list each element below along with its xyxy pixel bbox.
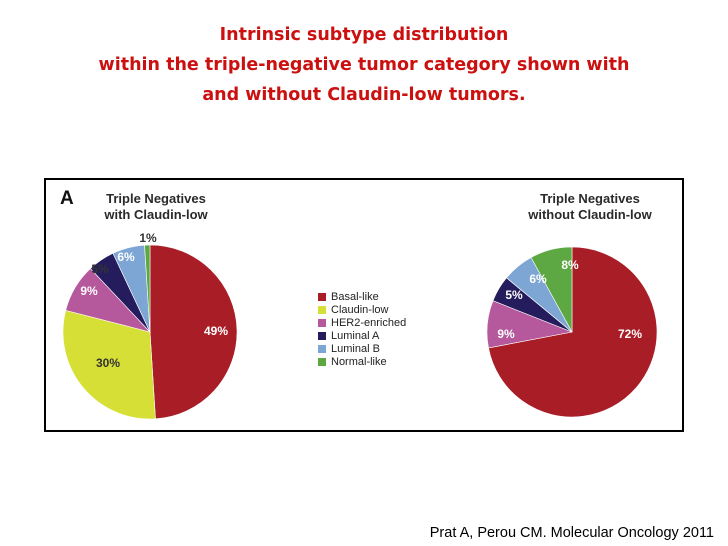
left-pie-chart: 49% 30% 9% 5% 6% 1% bbox=[62, 231, 238, 420]
pie-data-label: 5% bbox=[91, 262, 109, 276]
legend-label: Normal-like bbox=[331, 355, 387, 368]
figure-panel: A Triple Negatives with Claudin-low Trip… bbox=[44, 178, 684, 432]
pie-data-label: 6% bbox=[529, 272, 547, 286]
pie-data-label: 1% bbox=[139, 231, 157, 245]
legend-item: Basal-like bbox=[318, 290, 406, 303]
pie-data-label: 49% bbox=[204, 324, 228, 338]
legend-item: Claudin-low bbox=[318, 303, 406, 316]
left-pie-title-line-1: Triple Negatives bbox=[106, 191, 206, 206]
slide-title-line-3: and without Claudin-low tumors. bbox=[202, 85, 526, 105]
pie-data-label: 5% bbox=[505, 288, 523, 302]
legend: Basal-like Claudin-low HER2-enriched Lumina… bbox=[318, 290, 406, 368]
legend-swatch bbox=[318, 357, 326, 366]
slide-title-line-1: Intrinsic subtype distribution bbox=[219, 25, 509, 45]
legend-label: Luminal B bbox=[331, 342, 380, 355]
pie-slice bbox=[488, 246, 658, 418]
right-pie-title-line-1: Triple Negatives bbox=[540, 191, 640, 206]
right-pie-chart: 72% 9% 5% 6% 8% bbox=[486, 246, 658, 418]
legend-swatch bbox=[318, 344, 326, 353]
pie-charts: 49% 30% 9% 5% 6% 1% 72% 9% 5% 6% 8% bbox=[62, 231, 658, 420]
pie-data-label: 9% bbox=[80, 284, 98, 298]
pie-data-label: 30% bbox=[96, 356, 120, 370]
legend-item: Luminal B bbox=[318, 342, 406, 355]
pie-slice bbox=[149, 244, 238, 420]
pie-slice bbox=[144, 244, 151, 333]
left-pie-title-line-2: with Claudin-low bbox=[104, 207, 208, 222]
pie-slice bbox=[530, 246, 573, 333]
legend-label: HER2-enriched bbox=[331, 316, 407, 329]
panel-letter: A bbox=[60, 188, 74, 209]
legend-label: Basal-like bbox=[331, 290, 379, 303]
slide-title: Intrinsic subtype distribution within th… bbox=[0, 20, 728, 110]
legend-item: Normal-like bbox=[318, 355, 406, 368]
pie-data-label: 9% bbox=[497, 327, 515, 341]
legend-item: Luminal A bbox=[318, 329, 406, 342]
right-pie-title-line-2: without Claudin-low bbox=[528, 207, 652, 222]
pie-data-label: 72% bbox=[618, 327, 642, 341]
pie-data-label: 6% bbox=[117, 250, 135, 264]
legend-label: Claudin-low bbox=[331, 303, 389, 316]
legend-swatch bbox=[318, 331, 326, 340]
legend-label: Luminal A bbox=[331, 329, 380, 342]
legend-item: HER2-enriched bbox=[318, 316, 406, 329]
slide-title-line-2: within the triple-negative tumor categor… bbox=[98, 55, 630, 75]
legend-swatch bbox=[318, 305, 326, 314]
legend-swatch bbox=[318, 318, 326, 327]
pie-data-label: 8% bbox=[561, 258, 579, 272]
pie-slice bbox=[62, 309, 156, 420]
left-pie-title: Triple Negatives with Claudin-low bbox=[90, 191, 222, 223]
legend-swatch bbox=[318, 292, 326, 301]
right-pie-title: Triple Negatives without Claudin-low bbox=[512, 191, 668, 223]
citation: Prat A, Perou CM. Molecular Oncology 201… bbox=[429, 525, 714, 541]
